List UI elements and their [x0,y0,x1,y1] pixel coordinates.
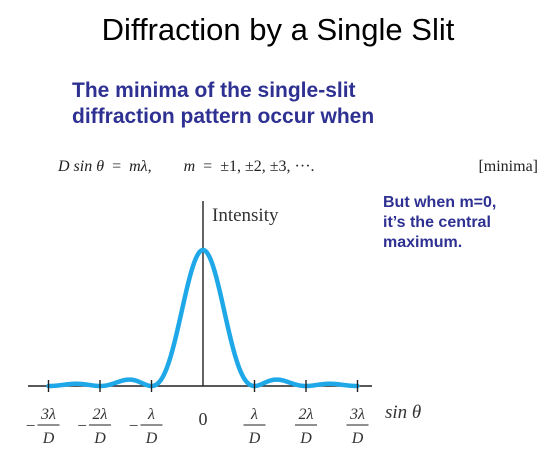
equation-lhs: D sin θ [58,158,105,175]
slide-title: Diffraction by a Single Slit [101,12,455,47]
equation-m-values: ±1, ±2, ±3, ···. [220,158,315,175]
x-tick-numerator: λ [147,406,155,423]
subtitle-line-2: diffraction pattern occur when [72,105,375,128]
minima-markers [47,380,359,392]
x-tick-minus-sign: − [26,416,36,435]
subtitle: The minima of the single-slit diffractio… [72,78,512,130]
subtitle-line-1: The minima of the single-slit [72,79,356,102]
x-tick-minus-sign: − [77,416,87,435]
equation-equals-1: = [112,158,122,175]
note-line-3: maximum. [383,234,463,251]
x-tick-denominator: D [248,430,261,447]
axes-layer [28,201,372,387]
equation-m-variable: m [183,158,196,175]
x-tick-label-zero: 0 [199,409,208,429]
x-tick-denominator: D [351,430,364,447]
equation-equals-2: = [203,158,213,175]
x-tick-minus-sign: − [129,416,139,435]
equation-tag: [minima] [478,158,538,175]
x-tick-numerator: 3λ [349,406,365,423]
equation-rhs: mλ, [129,158,152,175]
minima-equation: D sin θ = mλ, m = ±1, ±2, ±3, ···. [mini… [48,158,538,182]
central-maximum-note: But when m=0, it’s the central maximum. [383,193,553,253]
x-tick-denominator: D [299,430,312,447]
x-tick-denominator: D [42,430,55,447]
x-axis-label: sin θ [385,402,421,423]
x-tick-denominator: D [93,430,106,447]
equation-body: D sin θ = mλ, m = ±1, ±2, ±3, ···. [58,158,315,176]
note-line-2: it’s the central [383,214,491,231]
x-tick-denominator: D [145,430,158,447]
x-tick-numerator: 3λ [40,406,56,423]
x-tick-numerator: 2λ [299,406,314,423]
note-line-1: But when m=0, [383,194,497,211]
y-axis-label: Intensity [212,205,279,226]
x-tick-numerator: 2λ [93,406,108,423]
x-tick-numerator: λ [250,406,258,423]
